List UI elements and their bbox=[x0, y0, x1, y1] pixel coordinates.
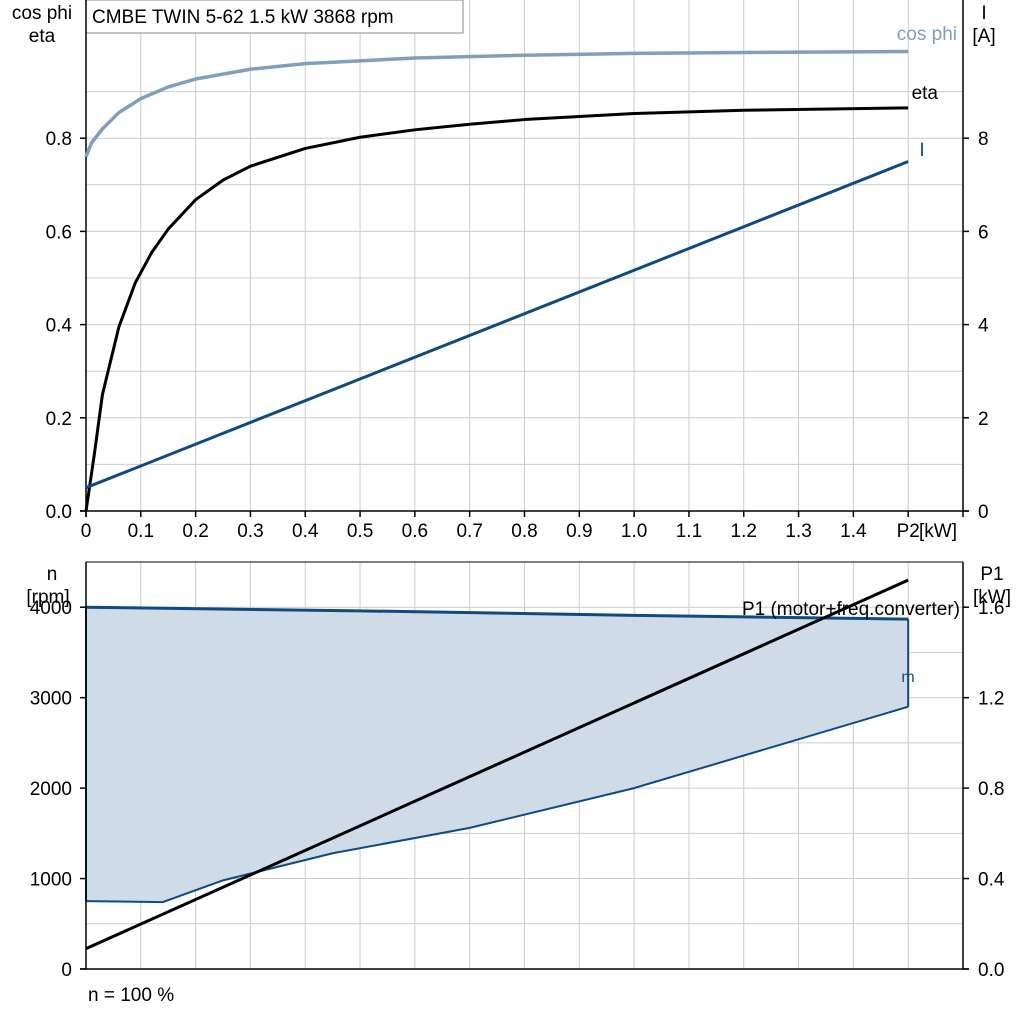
top-x-tick-label: 1.0 bbox=[621, 521, 647, 542]
top-x-tick-label: 0.4 bbox=[292, 521, 319, 542]
top-x-tick-label: 0.7 bbox=[456, 521, 482, 542]
bottom-left-tick-label: 3000 bbox=[30, 689, 72, 710]
bottom-left-tick-label: 1000 bbox=[30, 870, 72, 891]
top-x-tick-label: 1.1 bbox=[676, 521, 702, 542]
series-label-cos-phi: cos phi bbox=[897, 24, 957, 45]
top-left-tick-label: 0.0 bbox=[46, 502, 72, 523]
chart-title-box bbox=[85, 0, 464, 34]
bottom-right-axis-title: [kW] bbox=[973, 587, 1011, 608]
bottom-right-tick-label: 1.6 bbox=[978, 598, 1004, 619]
speed-lower-line bbox=[85, 705, 909, 904]
bottom-left-axis-title: [rpm] bbox=[26, 587, 69, 608]
top-right-tick-label: 6 bbox=[978, 222, 989, 243]
bottom-left-axis-title: n bbox=[47, 564, 58, 585]
top-right-axis-title: I bbox=[981, 3, 986, 24]
top-x-tick-label: 1.3 bbox=[785, 521, 811, 542]
top-left-tick-label: 0.2 bbox=[46, 409, 72, 430]
top-x-tick-label: P2 bbox=[897, 521, 920, 542]
top-x-tick-label: 0.6 bbox=[402, 521, 428, 542]
bottom-right-tick-label: 0.0 bbox=[978, 960, 1004, 981]
speed-upper-line bbox=[85, 605, 909, 621]
top-left-tick-label: 0.4 bbox=[46, 316, 73, 337]
bottom-right-tick-label: 0.8 bbox=[978, 779, 1004, 800]
top-left-axis-title: eta bbox=[29, 26, 56, 47]
top-left-axis-title: cos phi bbox=[12, 3, 72, 24]
series-line-cos-phi bbox=[84, 49, 909, 158]
top-x-tick-label: 1.2 bbox=[731, 521, 757, 542]
top-x-tick-label: 0.8 bbox=[511, 521, 537, 542]
top-x-tick-label: 0.2 bbox=[182, 521, 208, 542]
speed-footnote: n = 100 % bbox=[88, 985, 174, 1006]
series-line-eta bbox=[84, 106, 909, 512]
top-right-tick-label: 4 bbox=[978, 316, 989, 337]
top-right-tick-label: 0 bbox=[978, 502, 989, 523]
speed-m-label: m bbox=[901, 669, 914, 686]
bottom-left-tick-label: 0 bbox=[61, 960, 72, 981]
top-x-tick-label: 1.4 bbox=[840, 521, 867, 542]
bottom-left-tick-label: 2000 bbox=[30, 779, 72, 800]
p1-series-label: P1 (motor+freq.converter) bbox=[742, 599, 960, 620]
top-right-tick-label: 8 bbox=[978, 129, 989, 150]
chart-title: CMBE TWIN 5-62 1.5 kW 3868 rpm bbox=[92, 7, 394, 28]
speed-range-area bbox=[86, 607, 909, 903]
top-x-tick-label: 0.3 bbox=[237, 521, 263, 542]
top-left-tick-label: 0.8 bbox=[46, 129, 72, 150]
bottom-left-tick-label: 4000 bbox=[30, 598, 72, 619]
bottom-right-tick-label: 1.2 bbox=[978, 689, 1004, 710]
bottom-right-tick-label: 0.4 bbox=[978, 870, 1005, 891]
top-x-tick-label: 0.9 bbox=[566, 521, 592, 542]
top-x-tick-label: 0.1 bbox=[128, 521, 154, 542]
top-right-tick-label: 2 bbox=[978, 409, 989, 430]
top-x-unit-label: [kW] bbox=[919, 521, 957, 542]
series-line-P1 bbox=[85, 578, 909, 951]
series-label-I: I bbox=[919, 140, 924, 161]
top-x-tick-label: 0.5 bbox=[347, 521, 373, 542]
bottom-right-axis-title: P1 bbox=[980, 564, 1003, 585]
series-line-I bbox=[85, 160, 909, 490]
series-label-eta: eta bbox=[912, 83, 939, 104]
top-left-tick-label: 0.6 bbox=[46, 222, 72, 243]
top-x-tick-label: 0 bbox=[81, 521, 92, 542]
top-right-axis-title: [A] bbox=[972, 26, 995, 47]
